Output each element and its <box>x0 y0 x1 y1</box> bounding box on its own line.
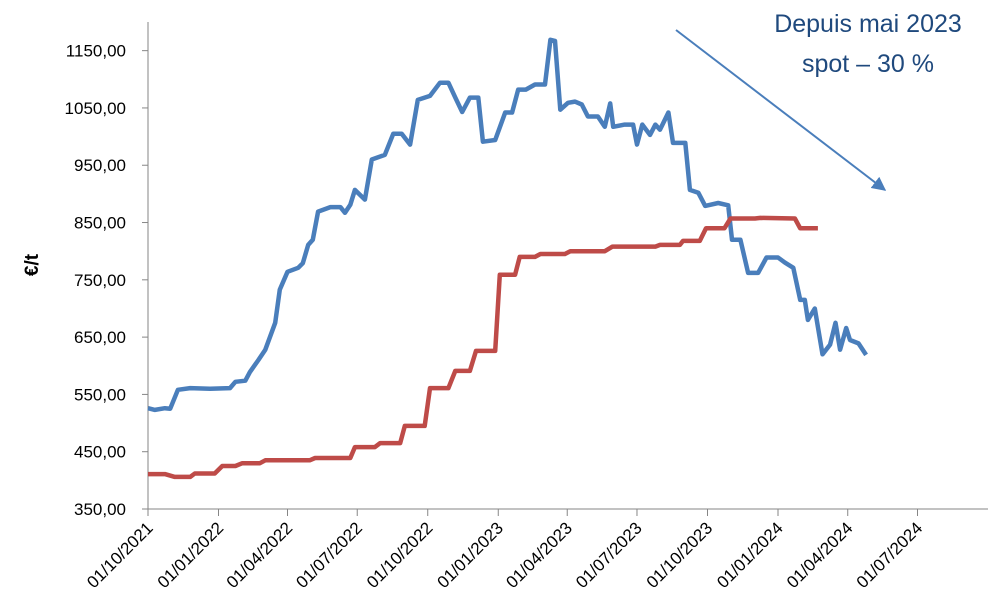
annotation-arrow <box>675 29 887 191</box>
x-tick-label: 01/04/2023 <box>502 518 576 592</box>
annotation-line: spot – 30 % <box>802 50 934 78</box>
y-tick-label: 350,00 <box>74 500 126 519</box>
x-tick-label: 01/01/2024 <box>713 518 787 592</box>
x-tick-label: 01/10/2021 <box>83 518 157 592</box>
x-tick-label: 01/01/2022 <box>154 518 228 592</box>
x-tick-label: 01/04/2024 <box>783 518 857 592</box>
y-axis-label: €/t <box>22 253 43 276</box>
x-tick-label: 01/07/2023 <box>572 518 646 592</box>
series-line <box>148 215 818 480</box>
y-tick-label: 750,00 <box>74 271 126 290</box>
y-tick-label: 950,00 <box>74 156 126 175</box>
y-tick-label: 1150,00 <box>66 42 126 61</box>
y-tick-label: 550,00 <box>74 385 126 404</box>
x-tick-label: 01/10/2022 <box>363 518 437 592</box>
x-tick-label: 01/01/2023 <box>433 518 507 592</box>
series-line <box>147 37 868 413</box>
y-tick-label: 650,00 <box>74 328 126 347</box>
y-tick-label: 850,00 <box>74 214 126 233</box>
x-tick-label: 01/04/2022 <box>223 518 297 592</box>
x-tick-label: 01/07/2024 <box>853 518 927 592</box>
annotation-line: Depuis mai 2023 <box>774 10 962 38</box>
y-tick-label: 450,00 <box>74 443 126 462</box>
x-tick-label: 01/07/2022 <box>292 518 366 592</box>
y-tick-label: 1050,00 <box>65 99 126 118</box>
x-tick-label: 01/10/2023 <box>643 518 717 592</box>
